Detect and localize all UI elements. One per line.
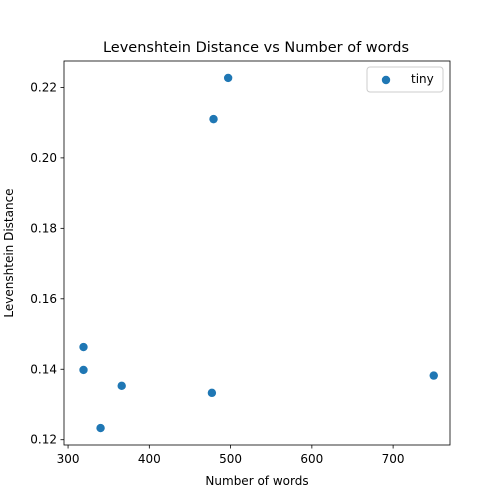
x-tick-label: 300 (57, 452, 80, 466)
plot-area (64, 61, 450, 445)
y-tick-label: 0.12 (30, 433, 57, 447)
scatter-point (96, 423, 105, 433)
scatter-point (429, 371, 438, 380)
scatter-point (79, 342, 88, 352)
scatter-point (223, 73, 233, 83)
x-axis-label: Number of words (205, 474, 308, 488)
scatter-point (117, 381, 126, 391)
plot-background (64, 61, 450, 445)
legend: tiny (366, 66, 444, 93)
x-tick-label: 700 (382, 452, 405, 466)
x-tick-label: 400 (138, 452, 161, 466)
y-tick-label: 0.14 (30, 362, 57, 376)
y-tick-label: 0.20 (30, 151, 57, 165)
y-tick-label: 0.22 (30, 80, 57, 94)
axis-ticks: 300 400 500 600 700 0.12 0.14 0.16 0.18 0.20 0.22 (30, 80, 404, 466)
y-tick-label: 0.16 (30, 292, 57, 306)
legend-box (366, 66, 444, 93)
legend-label: tiny (411, 72, 434, 86)
chart-title: Levenshtein Distance vs Number of words (103, 40, 409, 56)
scatter-point (207, 388, 217, 398)
scatter-point (209, 114, 218, 124)
y-tick-label: 0.18 (30, 221, 57, 235)
scatter-point (79, 365, 88, 375)
legend-marker (381, 75, 391, 85)
y-axis-label: Levenshtein Distance (2, 188, 16, 317)
data-points (79, 73, 438, 433)
x-tick-label: 500 (219, 452, 242, 466)
plot-frame (63, 60, 451, 446)
x-tick-label: 600 (300, 452, 323, 466)
